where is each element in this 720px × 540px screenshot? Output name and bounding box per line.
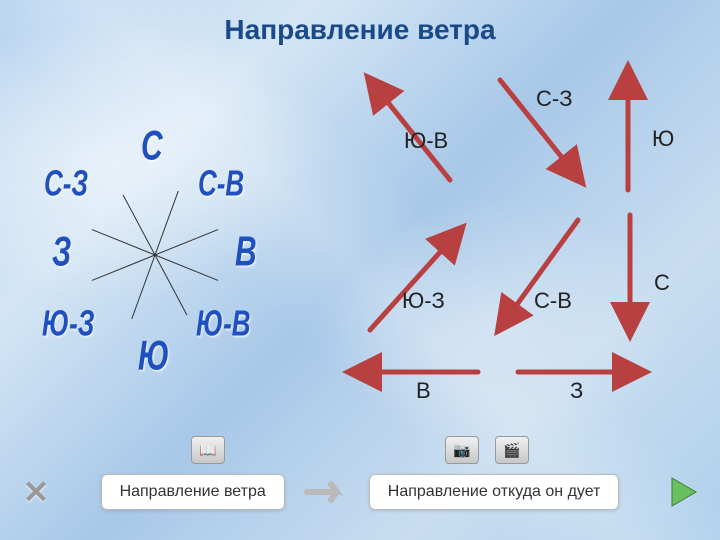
camera-icon[interactable]: 📷: [445, 436, 479, 464]
compass-label: Ю: [138, 333, 169, 381]
compass-label: Ю-В: [196, 302, 251, 345]
compass-label: Ю-З: [42, 302, 94, 345]
compass-label: С-З: [44, 162, 88, 205]
clapper-icon[interactable]: 🎬: [495, 436, 529, 464]
compass-label: С-В: [198, 162, 244, 205]
compass-rose: СС-ВВЮ-ВЮЮ-ЗЗС-З: [40, 130, 270, 370]
bottom-bar: Направление ветра Направление откуда он …: [0, 474, 720, 510]
play-next-icon[interactable]: [664, 472, 704, 512]
wind-arrow-label: С-З: [536, 86, 573, 112]
nav-icons-row: 📖 📷 🎬: [0, 436, 720, 464]
close-icon[interactable]: ✕: [16, 472, 56, 512]
wind-arrow-label: Ю: [652, 126, 674, 152]
wind-arrows-svg: [320, 60, 700, 420]
wind-arrow-label: Ю-В: [404, 128, 448, 154]
wind-arrows-area: Ю-В С-З Ю Ю-З С-В С В З: [320, 60, 700, 420]
compass-label: З: [52, 229, 71, 277]
arrow-connector-icon: [303, 474, 351, 510]
left-info-button[interactable]: Направление ветра: [101, 474, 285, 510]
wind-arrow-label: С: [654, 270, 670, 296]
compass-label: В: [235, 229, 257, 277]
right-info-button[interactable]: Направление откуда он дует: [369, 474, 620, 510]
wind-arrow-label: В: [416, 378, 431, 404]
wind-arrow-label: З: [570, 378, 583, 404]
book-icon[interactable]: 📖: [191, 436, 225, 464]
wind-arrow-label: С-В: [534, 288, 572, 314]
wind-arrow-label: Ю-З: [402, 288, 445, 314]
compass-label: С: [141, 123, 163, 171]
page-title: Направление ветра: [0, 14, 720, 46]
